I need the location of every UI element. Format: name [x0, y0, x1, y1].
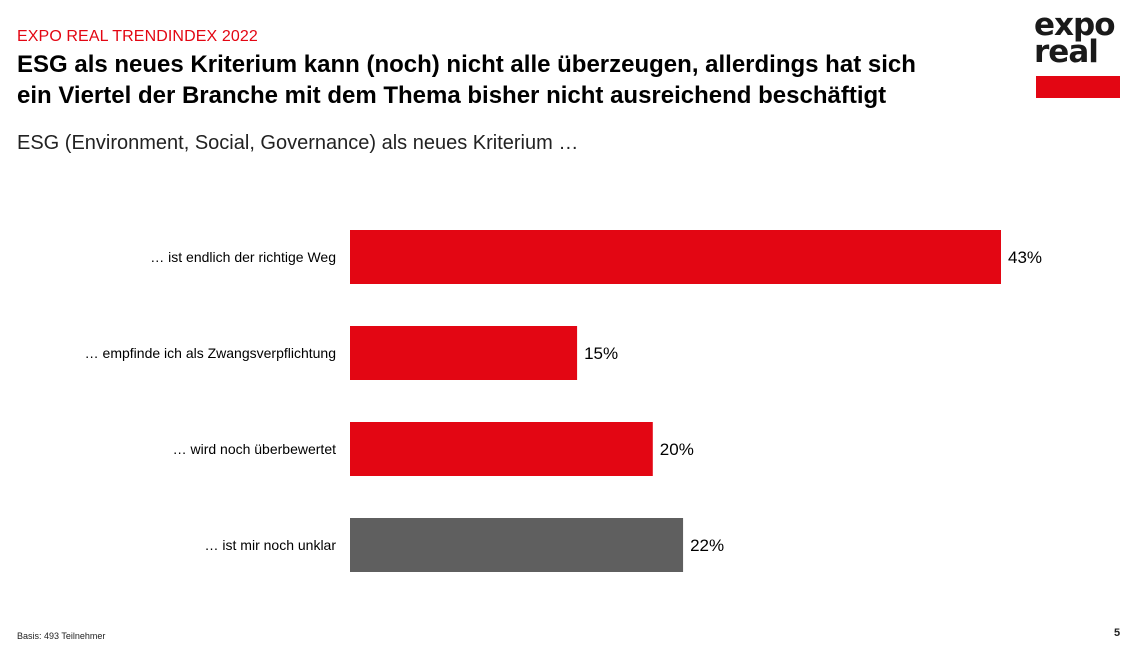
value-label: 15%	[584, 344, 618, 363]
logo-word-real: real	[1034, 34, 1099, 70]
headline-line-1: ESG als neues Kriterium kann (noch) nich…	[17, 51, 916, 78]
category-label: … empfinde ich als Zwangsverpflichtung	[85, 345, 336, 361]
value-label: 20%	[660, 440, 694, 459]
bar	[350, 230, 1001, 284]
chart-subtitle: ESG (Environment, Social, Governance) al…	[17, 132, 579, 154]
category-label: … wird noch überbewertet	[173, 441, 337, 457]
category-label: … ist endlich der richtige Weg	[150, 249, 336, 265]
bar	[350, 422, 653, 476]
value-label: 22%	[690, 536, 724, 555]
headline-line-2: ein Viertel der Branche mit dem Thema bi…	[17, 82, 887, 109]
value-label: 43%	[1008, 248, 1042, 267]
page-number: 5	[1114, 627, 1121, 639]
kicker-title: EXPO REAL TRENDINDEX 2022	[17, 28, 258, 45]
category-label: … ist mir noch unklar	[205, 537, 337, 553]
footer-basis: Basis: 493 Teilnehmer	[17, 631, 106, 641]
expo-real-logo: expo real	[1034, 7, 1122, 98]
logo-red-bar	[1036, 76, 1120, 98]
headline: ESG als neues Kriterium kann (noch) nich…	[17, 49, 1007, 111]
bar	[350, 326, 578, 380]
bar	[350, 518, 684, 572]
logo-word-expo: expo	[1034, 7, 1116, 43]
